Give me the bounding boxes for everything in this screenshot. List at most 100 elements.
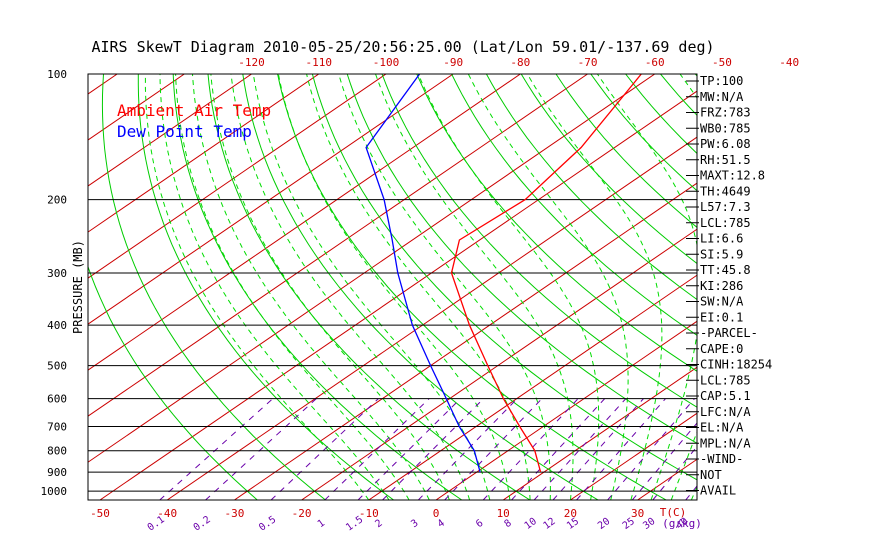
isotherm-line — [0, 74, 50, 500]
dry-adiabat-line — [346, 74, 697, 444]
bottom-temp-tick-label: 0 — [433, 507, 440, 520]
index-label: PW:6.08 — [700, 137, 751, 151]
bottom-temp-tick-label: -30 — [224, 507, 244, 520]
dry-adiabat-line — [660, 74, 697, 117]
isotherm-line — [435, 320, 697, 500]
moist-adiabat-line — [175, 74, 410, 500]
mixing-ratio-line — [607, 398, 695, 500]
top-temp-tick-label: -40 — [779, 56, 799, 69]
dry-adiabat-line — [730, 74, 870, 500]
moist-adiabat-line — [144, 74, 370, 500]
legend: Ambient Air Temp Dew Point Temp — [117, 101, 271, 141]
index-label: -PARCEL- — [700, 326, 758, 340]
moist-adiabat-line — [210, 74, 450, 500]
top-temp-tick-label: -70 — [578, 56, 598, 69]
index-label: AVAIL — [700, 484, 736, 498]
isotherm-line — [88, 74, 118, 95]
mixing-ratio-line — [357, 398, 461, 500]
top-temp-tick-label: -50 — [712, 56, 732, 69]
moist-adiabat-line — [277, 74, 511, 500]
y-axis-label: PRESSURE (MB) — [71, 240, 85, 334]
index-label: CAPE:0 — [700, 342, 743, 356]
chart-title: AIRS SkewT Diagram 2010-05-25/20:56:25.0… — [91, 38, 714, 56]
isotherm-line — [502, 366, 697, 500]
mixing-ratio-tick-label: 10 — [523, 516, 539, 532]
bottom-temp-tick-label: 20 — [564, 507, 577, 520]
pressure-tick-label: 900 — [47, 466, 67, 479]
dry-adiabat-line — [381, 74, 697, 408]
mixing-ratio-line — [533, 398, 627, 500]
dry-adiabat-line — [242, 74, 599, 500]
pressure-tick-label: 100 — [47, 68, 67, 81]
pressure-tick-label: 600 — [47, 393, 67, 406]
plot-frame — [87, 73, 698, 501]
moist-adiabat-line — [338, 74, 551, 500]
dry-adiabat-line — [137, 74, 394, 500]
moist-adiabat-line — [375, 74, 574, 500]
moist-adiabat-line — [526, 74, 663, 500]
mixing-ratio-units-label: (g/kg) — [662, 517, 702, 530]
bottom-temp-tick-label: -50 — [90, 507, 110, 520]
mixing-ratio-line — [444, 398, 543, 500]
pressure-tick-label: 800 — [47, 445, 67, 458]
isotherm-line — [88, 74, 387, 279]
moist-adiabat-line — [417, 74, 600, 500]
isotherm-line — [301, 228, 697, 500]
index-label: TT:45.8 — [700, 263, 751, 277]
index-label: MAXT:12.8 — [700, 169, 765, 183]
pressure-tick-label: 400 — [47, 319, 67, 332]
isotherm-line — [234, 182, 697, 500]
mixing-ratio-tick-label: 8 — [503, 518, 514, 530]
dry-adiabat-line — [451, 74, 697, 336]
index-label: EI:0.1 — [700, 310, 743, 324]
mixing-ratio-line — [576, 398, 666, 500]
pressure-tick-label: 300 — [47, 267, 67, 280]
moist-adiabat-line — [192, 74, 430, 500]
top-temp-tick-label: -90 — [443, 56, 463, 69]
dry-adiabat-line — [207, 74, 531, 500]
dry-adiabat-line — [555, 74, 697, 228]
top-temp-tick-label: -60 — [645, 56, 665, 69]
index-label: L57:7.3 — [700, 200, 751, 214]
mixing-ratio-line — [270, 398, 379, 500]
bottom-temp-tick-label: -40 — [157, 507, 177, 520]
background-grid — [0, 74, 870, 500]
dry-adiabat-line — [835, 74, 870, 500]
index-label: RH:51.5 — [700, 153, 751, 167]
index-label: MPL:N/A — [700, 436, 751, 450]
index-label: LCL:785 — [700, 373, 751, 387]
index-label: KI:286 — [700, 279, 743, 293]
dry-adiabat-line — [625, 74, 697, 155]
isotherm-line — [368, 274, 697, 500]
moist-adiabat-line — [306, 74, 531, 500]
top-temp-tick-label: -100 — [373, 56, 400, 69]
moist-adiabat-line — [252, 74, 491, 500]
bottom-temp-tick-label: 10 — [497, 507, 510, 520]
mixing-ratio-tick-label: 0.2 — [192, 514, 213, 533]
isotherm-line — [166, 136, 697, 500]
isotherm-line — [88, 74, 588, 417]
moist-adiabat-line — [230, 74, 471, 500]
index-label: LFC:N/A — [700, 405, 751, 419]
dry-adiabat-line — [311, 74, 697, 481]
index-label: CINH:18254 — [700, 358, 772, 372]
legend-entry: Dew Point Temp — [117, 122, 252, 141]
isotherm-line — [88, 74, 656, 463]
dry-adiabat-line — [800, 74, 870, 500]
dry-adiabat-line — [277, 74, 667, 500]
index-label: LI:6.6 — [700, 232, 743, 246]
index-label: LCL:785 — [700, 216, 751, 230]
pressure-tick-label: 700 — [47, 421, 67, 434]
moist-adiabat-line — [467, 74, 629, 500]
isotherm-line — [88, 74, 252, 187]
axes: 1002003004005006007008009001000PRESSURE … — [41, 56, 800, 534]
mixing-ratio-line — [205, 398, 317, 500]
mixing-ratio-line — [382, 398, 484, 500]
index-label: TH:4649 — [700, 184, 751, 198]
index-label: MW:N/A — [700, 90, 744, 104]
pressure-tick-label: 1000 — [41, 485, 68, 498]
top-temp-tick-label: -110 — [306, 56, 333, 69]
mixing-ratio-tick-label: 4 — [436, 518, 447, 530]
